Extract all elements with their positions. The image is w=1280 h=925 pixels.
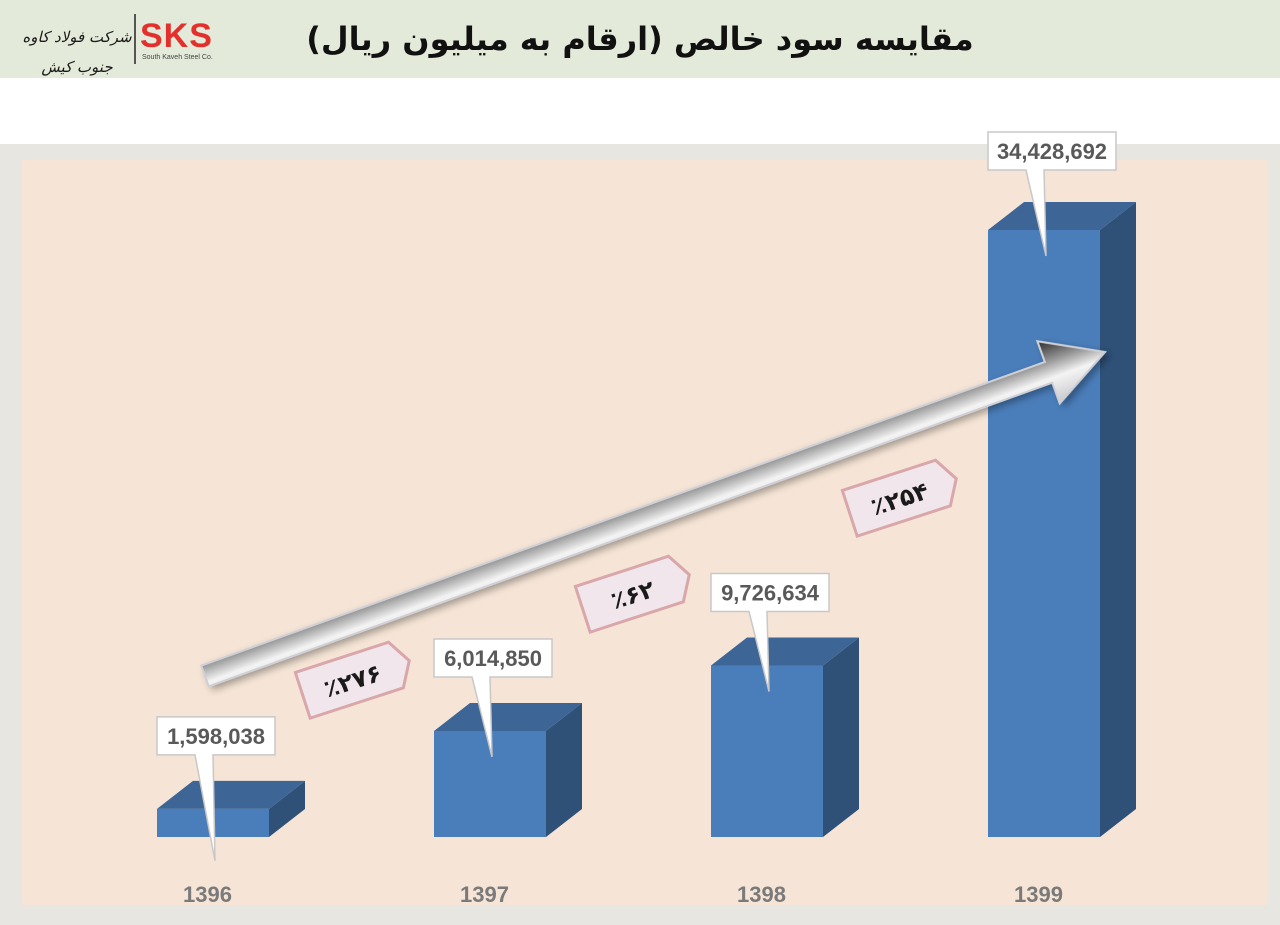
header-bar: شرکت فولاد کاوه جنوب کیش SKS South Kaveh… bbox=[0, 0, 1280, 78]
bar-side bbox=[1100, 202, 1136, 837]
data-label: 6,014,850 bbox=[444, 646, 542, 671]
x-tick-label: 1399 bbox=[1014, 882, 1063, 907]
data-label-callout: 9,726,634 bbox=[710, 572, 830, 692]
x-tick-label: 1396 bbox=[183, 882, 232, 907]
x-tick-label: 1397 bbox=[460, 882, 509, 907]
bar-side bbox=[823, 637, 859, 837]
bar-top bbox=[711, 637, 859, 666]
company-logo-subtext: South Kaveh Steel Co. bbox=[142, 54, 213, 61]
x-tick-label: 1398 bbox=[737, 882, 786, 907]
bar-1398 bbox=[711, 665, 823, 837]
growth-rate-tag: ٪۲۵۴ bbox=[840, 458, 958, 539]
bar-top bbox=[157, 780, 305, 809]
data-label-callout: 34,428,692 bbox=[987, 131, 1117, 257]
data-label-callout: 1,598,038 bbox=[156, 716, 276, 861]
bar-side bbox=[546, 702, 582, 837]
data-label: 1,598,038 bbox=[167, 724, 265, 749]
company-name-script: شرکت فولاد کاوه جنوب کیش bbox=[22, 28, 132, 76]
bar-side bbox=[269, 780, 305, 837]
bar-top bbox=[434, 702, 582, 731]
growth-arrow bbox=[199, 340, 1107, 688]
data-label-callout: 6,014,850 bbox=[433, 638, 553, 758]
bar-1399 bbox=[988, 230, 1100, 837]
logo-divider bbox=[134, 14, 136, 64]
data-label: 34,428,692 bbox=[997, 139, 1107, 164]
company-logo: SKS bbox=[140, 17, 213, 55]
data-label: 9,726,634 bbox=[721, 581, 820, 606]
growth-rate-tag: ٪۲۷۶ bbox=[293, 640, 411, 721]
growth-rate-tag: ٪۶۲ bbox=[573, 554, 691, 635]
bar-top bbox=[988, 202, 1136, 230]
chart-title: مقایسه سود خالص (ارقام به میلیون ریال) bbox=[306, 20, 974, 58]
